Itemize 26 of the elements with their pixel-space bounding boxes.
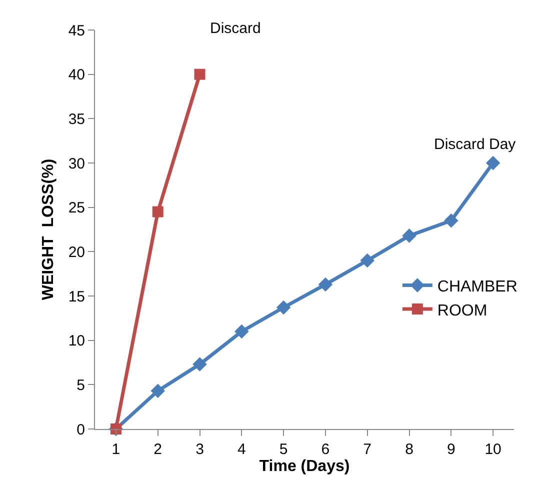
x-tick-label: 1 [112, 441, 120, 458]
x-tick-label: 6 [321, 441, 330, 458]
x-tick-label: 5 [279, 441, 288, 458]
x-tick-label: 10 [484, 441, 502, 458]
y-tick-label: 10 [68, 332, 85, 350]
y-tick-label: 30 [68, 155, 85, 172]
annotation: Discard [210, 20, 261, 37]
x-tick-label: 8 [405, 441, 414, 458]
x-tick-label: 3 [196, 441, 204, 458]
y-tick-label: 40 [68, 66, 85, 84]
x-axis-title: Time (Days) [259, 458, 350, 475]
legend-label: CHAMBER [437, 278, 518, 296]
y-tick-label: 20 [68, 244, 85, 261]
y-tick-label: 15 [68, 288, 85, 306]
x-tick-label: 7 [363, 441, 372, 458]
x-tick-label: 4 [237, 441, 246, 458]
legend-label: ROOM [437, 302, 488, 320]
y-tick-label: 5 [76, 376, 85, 394]
x-tick-label: 9 [446, 441, 456, 458]
y-tick-label: 35 [68, 110, 85, 128]
y-tick-label: 45 [68, 22, 85, 40]
y-axis-title: WEIGHT LOSS(%) [40, 158, 57, 300]
y-tick-label: 0 [76, 421, 85, 438]
y-tick-label: 25 [68, 200, 85, 217]
x-tick-label: 2 [154, 441, 162, 458]
annotation: Discard Day [434, 136, 516, 153]
